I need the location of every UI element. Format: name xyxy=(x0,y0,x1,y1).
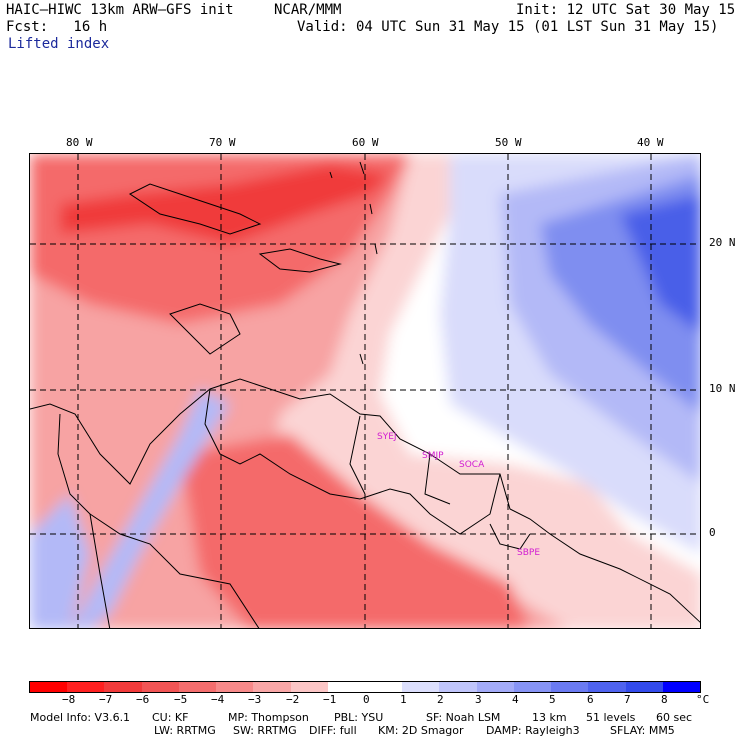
shortwave-scheme: SW: RRTMG xyxy=(233,724,297,737)
colorbar-label: −7 xyxy=(99,693,113,706)
colorbar-label: −8 xyxy=(62,693,76,706)
lon-label-50w: 50 W xyxy=(495,136,522,149)
surface-layer-scheme: SFLAY: MM5 xyxy=(610,724,675,737)
colorbar-label: −4 xyxy=(211,693,225,706)
station-soca: SOCA xyxy=(459,460,485,470)
colorbar-label: −6 xyxy=(136,693,150,706)
colorbar-cell xyxy=(216,682,254,692)
lat-label-20n: 20 N xyxy=(709,236,736,249)
lifted-index-map xyxy=(30,154,700,628)
colorbar-cell xyxy=(290,682,328,692)
colorbar-label: 3 xyxy=(475,693,482,706)
diffusion-setting: DIFF: full xyxy=(309,724,357,737)
model-title: HAIC–HIWC 13km ARW–GFS init xyxy=(6,2,234,18)
eddy-coefficient: KM: 2D Smagor xyxy=(378,724,464,737)
lifted-index-field xyxy=(30,154,700,628)
vertical-levels: 51 levels xyxy=(586,711,636,724)
damping-setting: DAMP: Rayleigh3 xyxy=(486,724,580,737)
colorbar-cell xyxy=(551,682,589,692)
init-time: Init: 12 UTC Sat 30 May 15 xyxy=(516,2,736,18)
colorbar-label: 1 xyxy=(400,693,407,706)
colorbar-cell xyxy=(178,682,217,692)
colorbar-label: 2 xyxy=(437,693,444,706)
colorbar-label: 4 xyxy=(512,693,519,706)
colorbar-label: −3 xyxy=(248,693,262,706)
lon-label-60w: 60 W xyxy=(352,136,379,149)
colorbar-cell xyxy=(30,682,68,692)
colorbar-label: 8 xyxy=(661,693,668,706)
station-sbpe: SBPE xyxy=(517,548,541,558)
colorbar-label: 0 xyxy=(363,693,370,706)
forecast-hour: Fcst: 16 h xyxy=(6,19,108,35)
colorbar-cell xyxy=(327,682,365,692)
colorbar-unit: °C xyxy=(696,693,710,706)
time-step: 60 sec xyxy=(656,711,693,724)
model-version: Model Info: V3.6.1 xyxy=(30,711,131,724)
lat-label-equator: 0 xyxy=(709,526,716,539)
colorbar-cell xyxy=(104,682,142,692)
colorbar-cell xyxy=(141,682,179,692)
station-smjp: SMJP xyxy=(422,451,444,461)
colorbar-label: 5 xyxy=(549,693,556,706)
colorbar-cell xyxy=(364,682,403,692)
longwave-scheme: LW: RRTMG xyxy=(154,724,216,737)
station-syej: SYEJ xyxy=(377,432,397,442)
lon-label-80w: 80 W xyxy=(66,136,93,149)
colorbar-cell xyxy=(662,682,700,692)
colorbar-cell xyxy=(513,682,552,692)
colorbar-cell xyxy=(476,682,514,692)
colorbar-label: 6 xyxy=(587,693,594,706)
map-panel xyxy=(29,153,701,629)
colorbar-cell xyxy=(67,682,105,692)
lon-label-70w: 70 W xyxy=(209,136,236,149)
colorbar-cell xyxy=(625,682,663,692)
colorbar-label: −2 xyxy=(286,693,300,706)
field-name: Lifted index xyxy=(8,36,110,52)
lifted-index-colorbar xyxy=(29,681,701,693)
microphysics-scheme: MP: Thompson xyxy=(228,711,309,724)
pbl-scheme: PBL: YSU xyxy=(334,711,384,724)
valid-time: Valid: 04 UTC Sun 31 May 15 (01 LST Sun … xyxy=(297,19,719,35)
organization-label: NCAR/MMM xyxy=(274,2,342,18)
colorbar-label: −5 xyxy=(174,693,188,706)
colorbar-cell xyxy=(588,682,626,692)
lat-label-10n: 10 N xyxy=(709,382,736,395)
surface-scheme: SF: Noah LSM xyxy=(426,711,501,724)
lat-lon-grid xyxy=(30,154,700,628)
lon-label-40w: 40 W xyxy=(637,136,664,149)
colorbar-cell xyxy=(439,682,477,692)
cumulus-scheme: CU: KF xyxy=(152,711,189,724)
colorbar-label: −1 xyxy=(323,693,337,706)
colorbar-cell xyxy=(253,682,291,692)
colorbar-label: 7 xyxy=(624,693,631,706)
colorbar-cell xyxy=(402,682,440,692)
grid-spacing: 13 km xyxy=(532,711,567,724)
